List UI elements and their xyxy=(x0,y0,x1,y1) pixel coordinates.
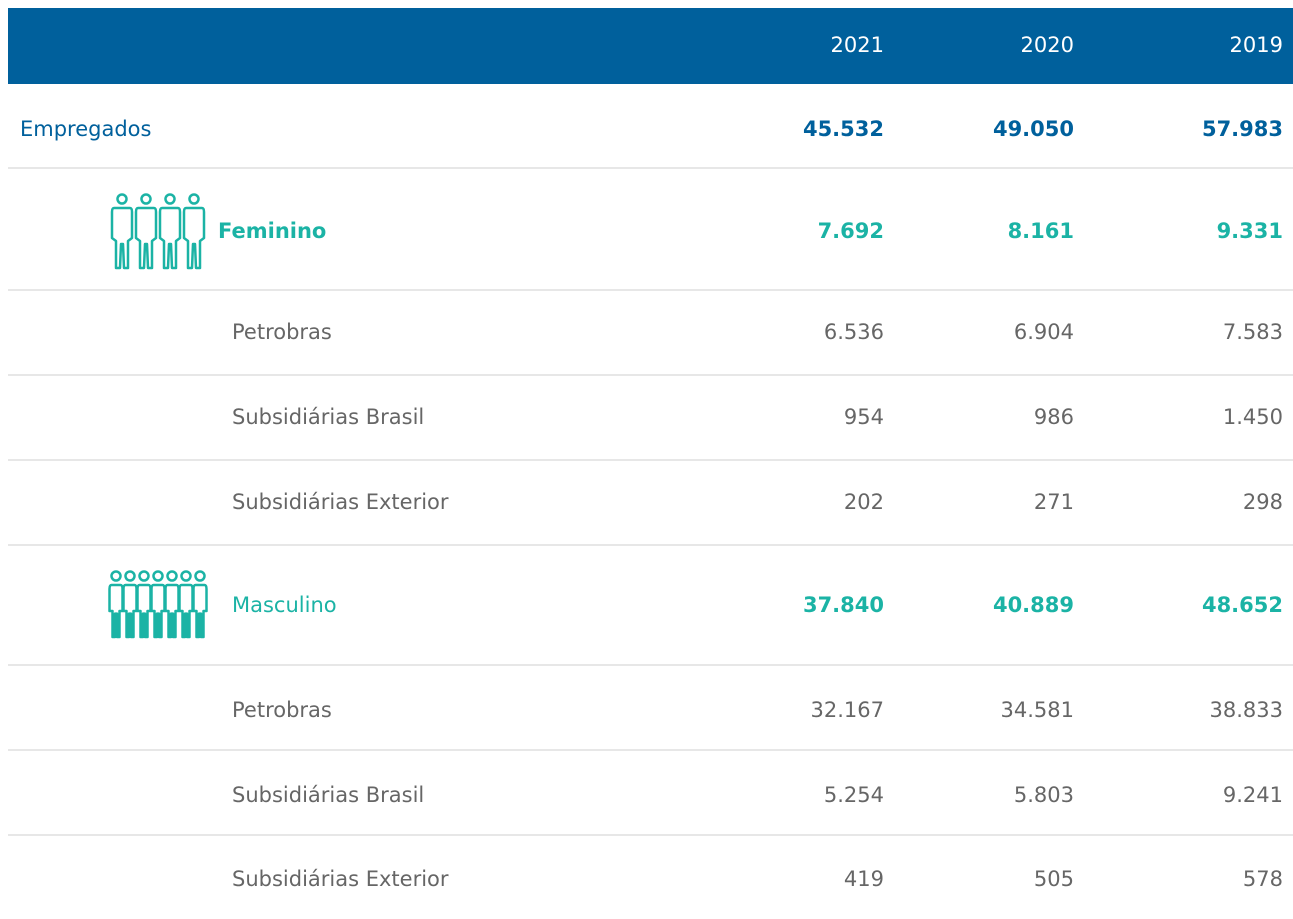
row-label: Feminino xyxy=(218,219,326,243)
icon-head xyxy=(152,570,164,582)
column-header: 2021 xyxy=(831,33,884,57)
row-label: Petrobras xyxy=(232,698,332,722)
cell-value: 57.983 xyxy=(1202,117,1283,141)
cell-value: 40.889 xyxy=(993,593,1074,617)
cell-value: 419 xyxy=(844,867,884,891)
icon-head xyxy=(164,193,176,205)
row-label: Petrobras xyxy=(232,320,332,344)
cell-value: 202 xyxy=(844,490,884,514)
icon-body xyxy=(192,583,208,639)
female-icon xyxy=(110,193,206,270)
icon-head xyxy=(166,570,178,582)
cell-value: 954 xyxy=(844,405,884,429)
cell-value: 45.532 xyxy=(803,117,884,141)
cell-value: 7.583 xyxy=(1223,320,1283,344)
male-icon xyxy=(108,570,208,639)
icon-body xyxy=(108,583,124,639)
cell-value: 986 xyxy=(1034,405,1074,429)
cell-value: 37.840 xyxy=(803,593,884,617)
row-label: Subsidiárias Exterior xyxy=(232,490,449,514)
row-label: Masculino xyxy=(232,593,337,617)
cell-value: 6.536 xyxy=(824,320,884,344)
cell-value: 8.161 xyxy=(1008,219,1074,243)
cell-value: 505 xyxy=(1034,867,1074,891)
cell-value: 5.803 xyxy=(1014,783,1074,807)
icon-body xyxy=(178,583,194,639)
icon-body xyxy=(134,206,158,270)
cell-value: 38.833 xyxy=(1210,698,1283,722)
cell-value: 49.050 xyxy=(993,117,1074,141)
row-label: Empregados xyxy=(20,117,151,141)
icon-body xyxy=(150,583,166,639)
icon-head xyxy=(116,193,128,205)
column-header: 2019 xyxy=(1230,33,1283,57)
column-header: 2020 xyxy=(1021,33,1074,57)
icon-body xyxy=(182,206,206,270)
icon-body xyxy=(158,206,182,270)
cell-value: 48.652 xyxy=(1202,593,1283,617)
icon-head xyxy=(138,570,150,582)
cell-value: 578 xyxy=(1243,867,1283,891)
icon-head xyxy=(188,193,200,205)
icon-body xyxy=(110,206,134,270)
row-label: Subsidiárias Brasil xyxy=(232,783,424,807)
cell-value: 6.904 xyxy=(1014,320,1074,344)
icon-body xyxy=(136,583,152,639)
cell-value: 5.254 xyxy=(824,783,884,807)
cell-value: 298 xyxy=(1243,490,1283,514)
cell-value: 9.241 xyxy=(1223,783,1283,807)
cell-value: 7.692 xyxy=(818,219,884,243)
cell-value: 271 xyxy=(1034,490,1074,514)
cell-value: 1.450 xyxy=(1223,405,1283,429)
icon-head xyxy=(140,193,152,205)
cell-value: 9.331 xyxy=(1217,219,1283,243)
header-bar xyxy=(8,8,1293,84)
icon-head xyxy=(180,570,192,582)
row-label: Subsidiárias Exterior xyxy=(232,867,449,891)
cell-value: 32.167 xyxy=(811,698,884,722)
icon-body xyxy=(164,583,180,639)
icon-head xyxy=(194,570,206,582)
icon-body xyxy=(122,583,138,639)
icon-head xyxy=(110,570,122,582)
icon-head xyxy=(124,570,136,582)
cell-value: 34.581 xyxy=(1001,698,1074,722)
row-label: Subsidiárias Brasil xyxy=(232,405,424,429)
